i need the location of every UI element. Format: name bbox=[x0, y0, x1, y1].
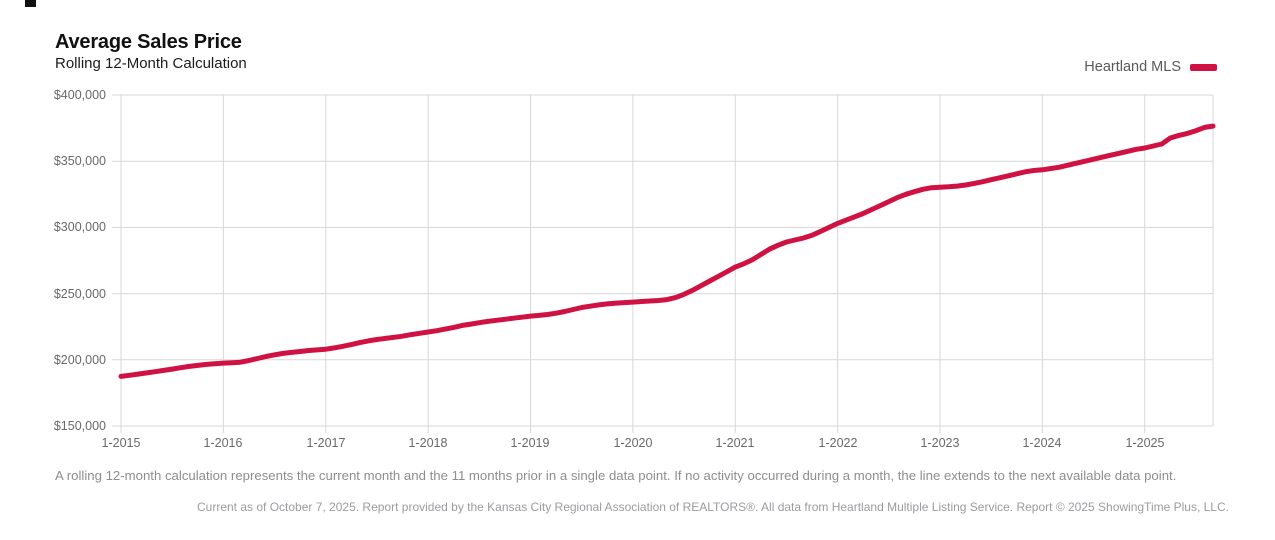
x-axis-tick-label: 1-2015 bbox=[101, 436, 141, 450]
y-axis-tick-label: $200,000 bbox=[53, 353, 106, 367]
x-axis-tick-label: 1-2019 bbox=[510, 436, 550, 450]
x-axis-tick-label: 1-2022 bbox=[818, 436, 858, 450]
chart-grid bbox=[112, 94, 1214, 433]
x-axis-tick-label: 1-2024 bbox=[1022, 436, 1062, 450]
x-axis-tick-label: 1-2023 bbox=[920, 436, 960, 450]
x-axis-tick-label: 1-2018 bbox=[408, 436, 448, 450]
heartland-mls-price-line bbox=[118, 123, 1216, 379]
chart-title: Average Sales Price bbox=[55, 31, 242, 53]
footnote: A rolling 12-month calculation represent… bbox=[55, 468, 1177, 483]
chart-area: $150,000 $200,000 $250,000 $300,000 $350… bbox=[53, 88, 1216, 450]
x-axis-tick-label: 1-2017 bbox=[306, 436, 346, 450]
x-axis-tick-label: 1-2021 bbox=[715, 436, 755, 450]
legend: Heartland MLS bbox=[1084, 59, 1217, 75]
x-axis-tick-label: 1-2016 bbox=[203, 436, 243, 450]
price-line-chart bbox=[112, 94, 1216, 433]
x-axis-tick-label: 1-2020 bbox=[613, 436, 653, 450]
chart-subtitle: Rolling 12-Month Calculation bbox=[55, 55, 247, 72]
footer-attribution: Current as of October 7, 2025. Report pr… bbox=[197, 500, 1229, 514]
y-axis-tick-label: $300,000 bbox=[53, 220, 106, 234]
x-axis-tick-label: 1-2025 bbox=[1125, 436, 1165, 450]
legend-line-swatch bbox=[1190, 63, 1217, 71]
y-axis-tick-label: $150,000 bbox=[53, 419, 106, 433]
y-axis-tick-label: $350,000 bbox=[53, 154, 106, 168]
y-axis-tick-label: $250,000 bbox=[53, 287, 106, 301]
clipped-edge-artifact bbox=[25, 0, 36, 7]
legend-label-heartland-mls: Heartland MLS bbox=[1084, 59, 1181, 75]
y-axis-tick-label: $400,000 bbox=[53, 88, 106, 102]
